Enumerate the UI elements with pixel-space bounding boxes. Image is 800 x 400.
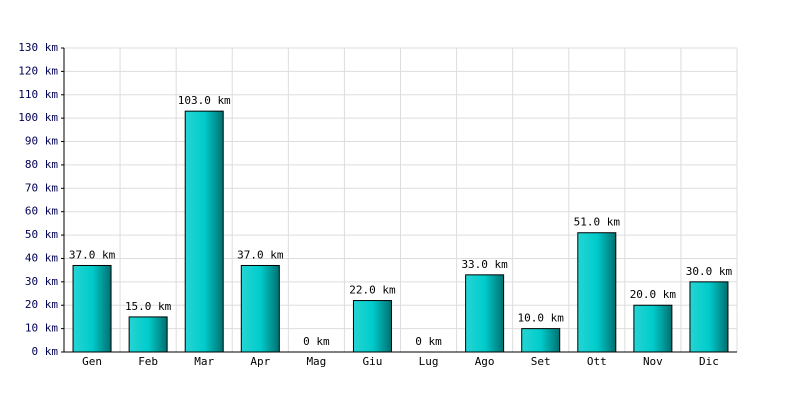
bar (128, 316, 168, 353)
bar (521, 328, 561, 353)
value-label: 22.0 km (349, 284, 396, 297)
y-tick-label: 10 km (25, 322, 58, 335)
x-tick-label: Mag (306, 355, 326, 368)
x-tick-label: Mar (194, 355, 214, 368)
y-tick-label: 0 km (32, 345, 59, 358)
value-label: 20.0 km (630, 288, 677, 301)
y-tick-label: 90 km (25, 135, 58, 148)
value-label: 37.0 km (69, 248, 116, 261)
y-tick-label: 60 km (25, 205, 58, 218)
y-tick-label: 120 km (18, 64, 58, 77)
bar (352, 300, 392, 353)
x-tick-label: Ott (587, 355, 607, 368)
y-tick-label: 40 km (25, 251, 58, 264)
value-label: 0 km (303, 335, 330, 348)
value-label: 0 km (415, 335, 442, 348)
x-tick-label: Lug (419, 355, 439, 368)
value-label: 30.0 km (686, 265, 733, 278)
value-label: 15.0 km (125, 300, 172, 313)
x-tick-label: Apr (250, 355, 270, 368)
value-label: 51.0 km (574, 216, 621, 229)
bar (72, 264, 112, 353)
x-tick-label: Nov (643, 355, 663, 368)
y-tick-label: 20 km (25, 298, 58, 311)
bar (577, 232, 617, 353)
y-tick-label: 30 km (25, 275, 58, 288)
y-tick-label: 70 km (25, 181, 58, 194)
x-tick-label: Dic (699, 355, 719, 368)
x-tick-label: Giu (363, 355, 383, 368)
y-tick-label: 100 km (18, 111, 58, 124)
y-tick-label: 50 km (25, 228, 58, 241)
x-tick-label: Ago (475, 355, 495, 368)
x-tick-label: Gen (82, 355, 102, 368)
y-tick-label: 80 km (25, 158, 58, 171)
bar (633, 304, 673, 353)
y-tick-label: 110 km (18, 88, 58, 101)
bar (184, 110, 224, 353)
y-tick-label: 130 km (18, 41, 58, 54)
value-label: 103.0 km (178, 94, 231, 107)
bar (689, 281, 729, 353)
value-label: 33.0 km (461, 258, 508, 271)
x-tick-label: Set (531, 355, 551, 368)
bar (240, 264, 280, 353)
bar (465, 274, 505, 353)
value-label: 10.0 km (518, 312, 565, 325)
x-tick-label: Feb (138, 355, 158, 368)
value-label: 37.0 km (237, 248, 284, 261)
